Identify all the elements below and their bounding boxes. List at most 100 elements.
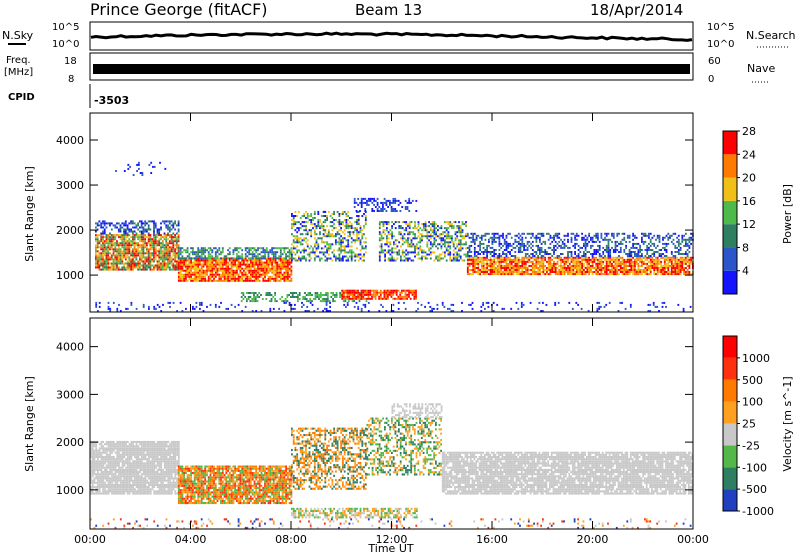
echo-cell [565,256,568,259]
echo-cell [319,257,321,260]
echo-cell [237,279,240,282]
echo-cell [523,273,525,276]
echo-cell [449,259,452,262]
echo-cell [591,238,594,241]
echo-cell [644,256,647,259]
echo-cell [272,271,275,274]
echo-cell [539,251,541,253]
echo-cell [355,210,358,212]
echo-cell [211,255,214,258]
echo-cell [153,307,156,310]
echo-cell [491,232,494,235]
echo-cell [197,279,200,282]
echo-cell [456,257,459,260]
echo-cell [498,256,501,259]
echo-cell [195,251,198,254]
echo-cell [96,264,99,267]
echo-cell [500,271,503,273]
echo-cell [135,254,138,257]
echo-cell [530,253,532,255]
echo-cell [458,239,460,242]
echo-cell [428,235,430,238]
echo-cell [579,269,582,271]
echo-cell [641,240,643,243]
echo-cell [389,241,392,244]
echo-cell [598,244,601,247]
echo-cell [202,265,205,268]
echo-cell [172,250,175,253]
echo-cell [211,267,214,270]
echo-cell [665,273,668,276]
echo-cell [482,246,485,249]
echo-cell [549,269,552,271]
echo-cell [240,292,243,294]
echo-cell [267,263,270,266]
echo-cell [676,246,678,249]
echo-cell [248,275,251,278]
echo-cell [451,241,453,244]
echo-cell [607,267,610,269]
echo-cell [109,268,111,271]
echo-cell [387,295,389,298]
echo-cell [248,257,251,260]
echo-cell [556,273,559,276]
echo-cell [449,221,452,224]
echo-cell [279,253,282,256]
echo-cell [488,265,490,267]
echo-cell [641,256,643,259]
echo-cell [102,240,104,243]
echo-cell [611,265,613,267]
echo-cell [247,298,250,300]
echo-cell [202,275,205,278]
echo-cell [493,260,496,263]
echo-cell [616,271,619,273]
echo-cell [179,253,182,256]
echo-cell [540,242,543,245]
echo-cell [123,262,125,265]
echo-cell [415,247,418,250]
echo-cell [96,222,99,225]
echo-cell [405,239,408,242]
echo-cell [107,307,110,310]
echo-cell [240,300,243,303]
echo-cell [378,210,381,212]
echo-cell [387,259,390,262]
echo-cell [565,260,568,263]
echo-cell [561,246,564,249]
echo-cell [553,265,555,267]
echo-cell [102,264,104,267]
echo-cell [472,267,474,269]
echo-cell [442,231,445,234]
echo-cell [363,227,365,230]
echo-cell [260,255,263,258]
echo-cell [297,294,299,296]
echo-cell [424,227,427,230]
echo-cell [521,273,524,276]
echo-cell [431,229,434,232]
echo-cell [357,237,360,240]
echo-cell [350,217,353,219]
echo-cell [393,251,395,254]
echo-cell [572,244,575,247]
echo-cell [153,305,156,308]
echo-cell [685,271,687,273]
echo-cell [175,268,178,271]
echo-cell [607,260,610,263]
echo-cell [96,258,99,261]
echo-cell [653,265,656,267]
echo-cell [253,271,256,274]
echo-cell [153,226,155,229]
echo-cell [621,269,624,271]
echo-cell [207,269,210,272]
echo-cell [387,233,390,236]
echo-cell [313,210,316,213]
echo-cell [322,247,325,250]
echo-cell [292,245,295,248]
echo-cell [400,233,402,236]
echo-cell [614,262,617,265]
echo-cell [133,236,136,239]
echo-cell [186,247,189,250]
echo-cell [214,265,217,268]
echo-cell [309,294,312,296]
